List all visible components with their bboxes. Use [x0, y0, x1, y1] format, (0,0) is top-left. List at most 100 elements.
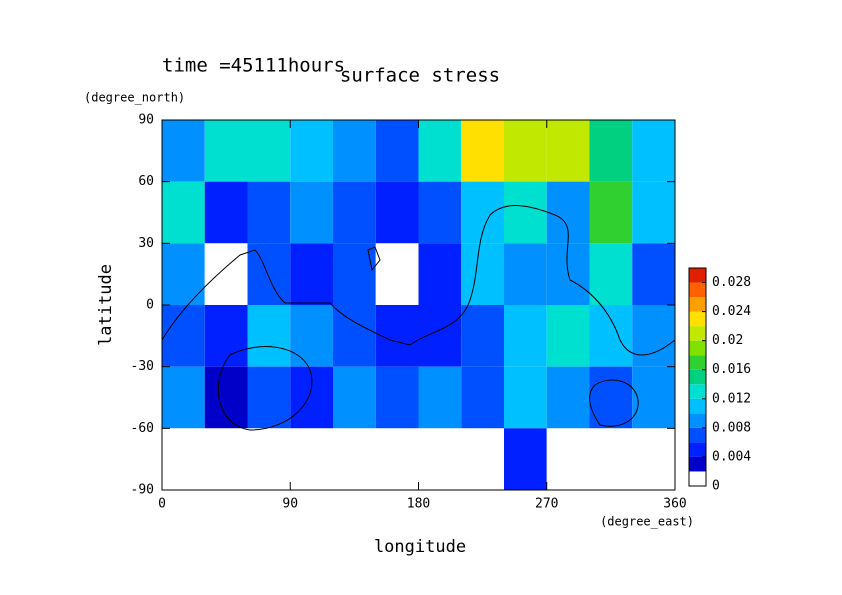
colorbar-swatch [689, 311, 706, 327]
x-tick-label: 270 [535, 497, 558, 512]
y-tick-label: 30 [138, 236, 154, 251]
field-cell [375, 120, 419, 182]
field-cell [504, 243, 547, 305]
field [162, 120, 675, 490]
field-cell [461, 120, 504, 182]
colorbar-swatch [689, 427, 706, 443]
field-cell [290, 243, 333, 305]
x-tick-label: 0 [158, 497, 166, 512]
field-cell [204, 120, 248, 182]
field-cell [204, 305, 248, 367]
colorbar-swatch [689, 340, 706, 356]
colorbar-tick-label: 0 [712, 479, 720, 494]
field-cell [247, 181, 291, 244]
field-cell [589, 428, 633, 490]
y-unit: (degree_north) [84, 91, 185, 105]
colorbar-swatch [689, 355, 706, 370]
field-cell [418, 366, 462, 429]
coastlines [161, 205, 676, 431]
field-cell [504, 366, 547, 429]
colorbar-swatch [689, 398, 706, 414]
field-cell [589, 181, 633, 244]
chart-subtitle: time =45111hours [162, 55, 345, 77]
field-cell [418, 243, 462, 305]
field-cell [333, 243, 376, 305]
field-cell [461, 428, 504, 490]
colorbar-swatch [689, 384, 706, 399]
colorbar-swatch [689, 268, 706, 283]
field-cell [546, 366, 590, 429]
field-cell [290, 305, 333, 367]
y-tick-label: 0 [146, 298, 154, 313]
field-cell [589, 243, 633, 305]
field-cell [589, 120, 633, 182]
field-cell [162, 428, 205, 490]
field-cell [204, 428, 248, 490]
field-cell [632, 428, 675, 490]
field-cell [632, 243, 675, 305]
colorbar-tick-label: 0.028 [712, 275, 751, 290]
field-cell [247, 305, 291, 367]
field-cell [461, 243, 504, 305]
y-tick-label: -90 [131, 483, 154, 498]
field-cell [162, 120, 205, 182]
colorbar-tick-label: 0.004 [712, 449, 751, 464]
field-cell [504, 305, 547, 367]
field-cell [247, 428, 291, 490]
field-cell [333, 305, 376, 367]
field-cell [418, 120, 462, 182]
colorbar-tick-label: 0.016 [712, 362, 751, 377]
colorbar-swatch [689, 282, 706, 298]
field-cell [162, 366, 205, 429]
colorbar-tick-label: 0.024 [712, 304, 751, 319]
y-tick-label: 90 [138, 113, 154, 128]
field-cell [461, 305, 504, 367]
field-cell [589, 305, 633, 367]
x-tick-label: 360 [663, 497, 686, 512]
field-cell [162, 181, 205, 244]
colorbar-swatch [689, 442, 706, 457]
field-cell [204, 181, 248, 244]
field-cell [204, 366, 248, 429]
field-cell [375, 305, 419, 367]
field-cell [504, 428, 547, 490]
field-cell [589, 366, 633, 429]
field-cell [333, 120, 376, 182]
field-cell [290, 120, 333, 182]
field-cell [333, 181, 376, 244]
field-cell [375, 366, 419, 429]
colorbar-tick-label: 0.012 [712, 391, 751, 406]
x-tick-label: 180 [407, 497, 430, 512]
y-axis-label: latitude [96, 264, 116, 346]
field-cell [546, 305, 590, 367]
colorbar-frame [688, 267, 707, 487]
field-cell [162, 243, 205, 305]
y-tick-label: -60 [131, 421, 154, 436]
field-cell [461, 366, 504, 429]
field-cell [632, 305, 675, 367]
field-cell [375, 181, 419, 244]
field-cell [247, 243, 291, 305]
field-cell [461, 181, 504, 244]
colorbar-swatch [689, 297, 706, 312]
y-tick-label: 60 [138, 174, 154, 189]
field-cell [247, 366, 291, 429]
field-cell [504, 181, 547, 244]
field-cell [546, 428, 590, 490]
field-cell [418, 305, 462, 367]
field-cell [632, 366, 675, 429]
colorbar-swatch [689, 456, 706, 472]
field-cell [632, 120, 675, 182]
field-cell [375, 243, 419, 305]
field-cell [632, 181, 675, 244]
colorbar-swatch [689, 413, 706, 428]
field-cell [418, 428, 462, 490]
field-cell [204, 243, 248, 305]
field-cell [247, 120, 291, 182]
field-cell [375, 428, 419, 490]
field-cell [418, 181, 462, 244]
y-tick-label: -30 [131, 359, 154, 374]
field-cell [546, 120, 590, 182]
